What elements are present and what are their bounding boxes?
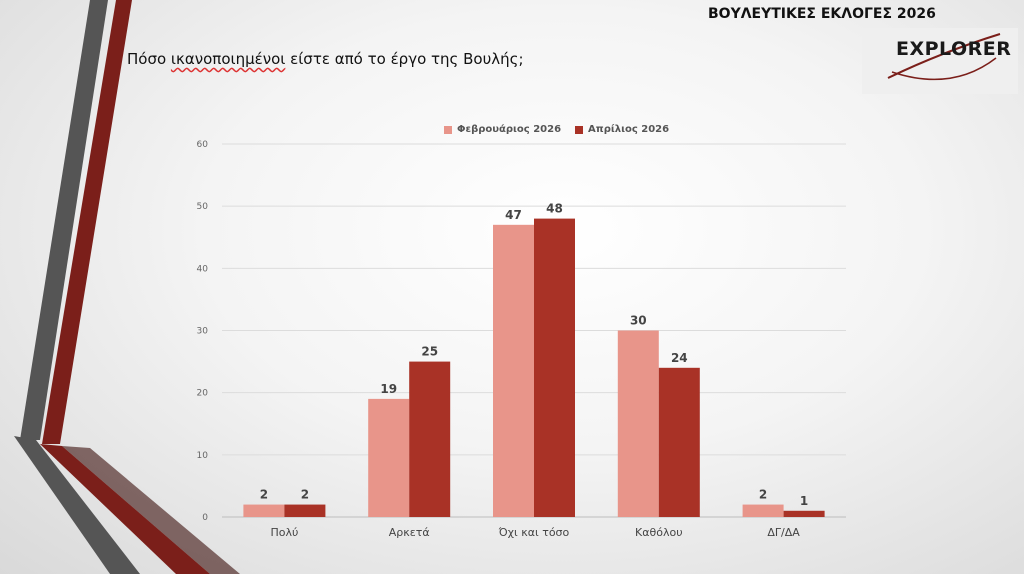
question-underlined-word: ικανοποιημένοι [170,50,286,68]
data-label: 24 [671,351,688,365]
bar-series1 [617,330,659,517]
bar-series1 [243,504,285,517]
dark-stripe-lower [62,446,240,574]
y-tick-label: 0 [202,513,208,523]
y-tick-label: 60 [197,140,209,150]
question-title: Πόσο ικανοποιημένοι είστε από το έργο τη… [127,50,524,68]
x-tick-label: ΔΓ/ΔΑ [767,526,800,539]
data-label: 30 [630,314,647,328]
data-label: 1 [800,494,808,508]
bar-series2 [783,510,825,517]
y-tick-label: 10 [197,451,209,461]
x-tick-label: Αρκετά [389,526,430,539]
logo-text: EXPLORER [896,38,1012,60]
x-tick-label: Πολύ [270,526,298,539]
bar-series1 [493,224,534,518]
bar-series2 [534,218,575,517]
y-tick-label: 20 [197,389,209,399]
question-rest: είστε από το έργο της Βουλής; [285,50,524,68]
y-tick-label: 30 [197,327,209,337]
y-tick-label: 40 [197,264,209,274]
bar-series1 [368,398,410,517]
data-label: 25 [421,345,438,359]
data-label: 2 [301,488,309,502]
data-label: 2 [260,488,268,502]
explorer-logo: EXPLORER [862,28,1018,94]
data-label: 19 [380,382,397,396]
x-tick-label: Καθόλου [635,526,683,539]
data-label: 2 [759,488,767,502]
legend-label-series1: Φεβρουάριος 2026 [457,124,562,135]
chart-legend: Φεβρουάριος 2026 Απρίλιος 2026 [444,124,669,135]
question-lead: Πόσο [127,50,171,68]
logo-swoosh-icon [887,33,1001,81]
legend-item-series1: Φεβρουάριος 2026 [444,124,561,135]
y-tick-label: 50 [197,202,209,212]
legend-swatch-series1 [444,125,452,134]
gray-stripe-lower [14,436,140,574]
x-tick-label: Όχι και τόσο [498,526,570,539]
data-label: 47 [505,208,522,222]
bar-series1 [742,504,784,517]
bar-series2 [409,361,451,517]
data-label: 48 [546,202,563,216]
legend-item-series2: Απρίλιος 2026 [575,124,669,135]
legend-label-series2: Απρίλιος 2026 [588,124,670,135]
legend-swatch-series2 [575,125,584,134]
election-title: ΒΟΥΛΕΥΤΙΚΕΣ ΕΚΛΟΓΕΣ 2026 [708,6,936,22]
red-stripe-upper [42,0,132,444]
bar-series2 [284,504,326,517]
red-stripe-lower [40,444,210,574]
bar-series2 [658,367,700,517]
gray-stripe-upper [20,0,108,440]
